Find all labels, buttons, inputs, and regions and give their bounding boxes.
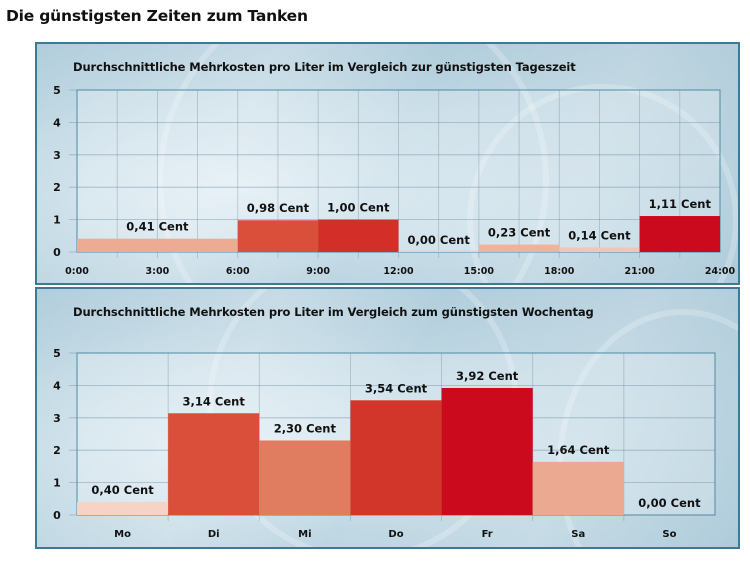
x-tick-label: Sa — [571, 529, 585, 540]
x-tick-label: 18:00 — [544, 266, 575, 277]
bar — [350, 400, 442, 515]
time-of-day-chart: 0 1 2 3 4 5 0,41 Cent 0,98 Cent 1,00 Cent 0,00 Ce… — [53, 84, 736, 277]
bar-value-label: 3,92 Cent — [456, 369, 519, 383]
x-tick-label: 21:00 — [625, 266, 656, 277]
bar-value-label: 0,00 Cent — [408, 233, 471, 247]
x-tick-label: 9:00 — [306, 266, 330, 277]
bar-value-label: 0,40 Cent — [91, 483, 154, 497]
y-tick-label: 2 — [53, 181, 61, 194]
bar-value-label: 3,14 Cent — [183, 394, 246, 408]
page-title: Die günstigsten Zeiten zum Tanken — [6, 7, 308, 25]
y-tick-label: 1 — [53, 477, 61, 490]
bar-value-label: 3,54 Cent — [365, 381, 428, 395]
bar — [532, 461, 624, 515]
bar — [259, 440, 351, 515]
weekday-chart: 0 1 2 3 4 5 0,40 Cent Mo 3,14 Cent Di 2,30 Cent Mi 3… — [53, 347, 716, 540]
chart-title: Durchschnittliche Mehrkosten pro Liter i… — [73, 305, 594, 319]
chart-title: Durchschnittliche Mehrkosten pro Liter i… — [73, 60, 576, 74]
bar — [478, 244, 560, 252]
bar-value-label: 0,41 Cent — [126, 220, 189, 234]
bar — [77, 238, 238, 252]
bar — [318, 219, 399, 252]
bar-value-label: 1,64 Cent — [547, 443, 610, 457]
bar — [237, 220, 319, 252]
y-tick-label: 0 — [53, 509, 61, 522]
bar-value-label: 1,11 Cent — [649, 197, 712, 211]
bar-value-label: 2,30 Cent — [274, 421, 337, 435]
x-tick-label: So — [662, 529, 676, 540]
x-tick-label: 3:00 — [146, 266, 170, 277]
x-tick-label: Mo — [114, 529, 131, 540]
x-tick-label: 12:00 — [383, 266, 414, 277]
y-tick-label: 5 — [53, 347, 61, 360]
y-tick-label: 5 — [53, 84, 61, 97]
x-tick-label: 24:00 — [705, 266, 736, 277]
y-tick-label: 4 — [53, 379, 61, 392]
x-tick-label: 6:00 — [226, 266, 250, 277]
y-tick-label: 0 — [53, 246, 61, 259]
x-tick-label: Mi — [298, 529, 311, 540]
y-tick-label: 4 — [53, 116, 61, 129]
bar — [77, 502, 169, 515]
bar — [168, 413, 260, 515]
bar-value-label: 0,23 Cent — [488, 226, 551, 240]
bar — [441, 387, 533, 515]
x-tick-label: Di — [208, 529, 220, 540]
y-tick-label: 2 — [53, 444, 61, 457]
x-tick-label: Do — [388, 529, 403, 540]
bar-value-label: 0,98 Cent — [247, 201, 310, 215]
weekday-chart-panel: Durchschnittliche Mehrkosten pro Liter i… — [35, 287, 740, 549]
bar — [559, 247, 640, 252]
bar — [639, 216, 720, 252]
x-tick-label: 0:00 — [65, 266, 89, 277]
bar-value-label: 1,00 Cent — [327, 201, 390, 215]
y-tick-label: 3 — [53, 412, 61, 425]
x-tick-label: Fr — [482, 529, 493, 540]
bar-value-label: 0,00 Cent — [638, 496, 701, 510]
x-tick-label: 15:00 — [464, 266, 495, 277]
bar — [398, 250, 479, 252]
bar-value-label: 0,14 Cent — [568, 228, 631, 242]
y-tick-label: 1 — [53, 214, 61, 227]
time-of-day-chart-panel: Durchschnittliche Mehrkosten pro Liter i… — [35, 42, 740, 285]
y-tick-label: 3 — [53, 149, 61, 162]
